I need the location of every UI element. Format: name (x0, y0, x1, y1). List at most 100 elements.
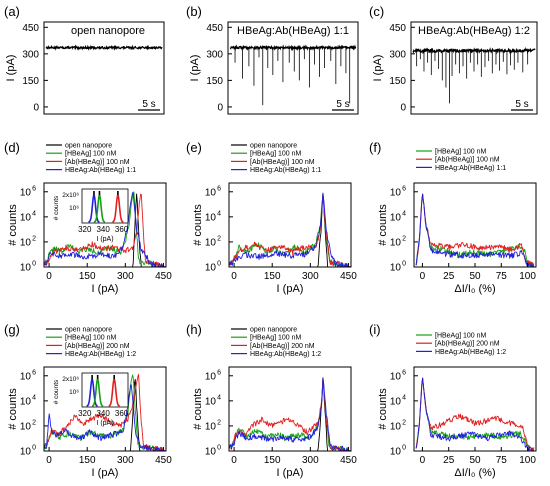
x-tick-label: 100 (519, 271, 536, 282)
y-tick-exponent: 2 (32, 235, 36, 242)
y-tick-exponent: 4 (217, 394, 221, 401)
y-tick-exponent: 2 (402, 419, 406, 426)
x-tick-label: 150 (264, 271, 281, 282)
y-tick-label: 450 (389, 23, 406, 34)
y-tick-exponent: 0 (217, 261, 221, 268)
y-tick-label: 450 (206, 23, 223, 34)
axes-frame (413, 182, 537, 268)
scale-bar-label: 5 s (142, 99, 155, 110)
y-tick-label: 150 (22, 76, 39, 87)
series-line (229, 377, 351, 452)
y-tick-label: 10 (390, 263, 402, 274)
y-tick-label: 150 (389, 76, 406, 87)
x-tick-label: 75 (496, 455, 508, 466)
legend-label: [Ab(HBeAg)] 200 nM (250, 343, 315, 350)
y-tick-exponent: 4 (32, 210, 36, 217)
y-tick-exponent: 6 (32, 369, 36, 376)
series-line (415, 193, 535, 266)
current-baseline (229, 44, 357, 52)
y-tick-label: 10 (390, 371, 402, 382)
y-tick-label: 10 (20, 263, 32, 274)
x-axis-label: I (pA) (277, 283, 304, 295)
panel-label: (h) (186, 322, 202, 337)
series-line (415, 193, 535, 268)
series-line (229, 192, 351, 268)
x-tick-label: 0 (46, 455, 52, 466)
y-tick-label: 0 (400, 102, 406, 113)
legend-label: open nanopore (65, 143, 112, 150)
y-tick-label: 150 (206, 76, 223, 87)
inset-y-tick-label: 10⁶ (69, 389, 79, 396)
y-tick-label: 10 (205, 371, 217, 382)
y-tick-label: 10 (205, 421, 217, 432)
inset-x-axis-label: I (pA) (96, 236, 113, 243)
legend-label: [HBeAg] 100 nM (65, 151, 117, 158)
y-tick-exponent: 6 (402, 185, 406, 192)
y-axis-label: # counts (192, 204, 204, 246)
axes-frame (43, 21, 165, 115)
legend-label: HBeAg:Ab(HBeAg) 1:2 (435, 349, 506, 356)
x-tick-label: 0 (420, 455, 426, 466)
x-tick-label: 25 (443, 455, 455, 466)
panel-label: (g) (4, 322, 20, 337)
y-tick-exponent: 2 (32, 419, 36, 426)
axes-frame (43, 182, 167, 268)
series-line (415, 193, 535, 268)
y-axis-label: I (pA) (189, 55, 201, 82)
y-tick-label: 10 (20, 212, 32, 223)
panel-title: HBeAg:Ab(HBeAg) 1:1 (237, 25, 349, 37)
x-axis-label: I (pA) (92, 467, 119, 479)
scale-bar-label: 5 s (515, 99, 528, 110)
y-tick-label: 300 (22, 49, 39, 60)
y-tick-exponent: 0 (32, 445, 36, 452)
y-axis-label: # counts (7, 388, 19, 430)
x-tick-label: 450 (155, 271, 172, 282)
axes-frame (410, 21, 538, 115)
inset-x-tick-label: 360 (115, 225, 129, 234)
x-tick-label: 150 (79, 271, 96, 282)
y-tick-exponent: 6 (32, 185, 36, 192)
x-tick-label: 0 (46, 271, 52, 282)
x-tick-label: 0 (231, 455, 237, 466)
axes-frame (228, 182, 352, 268)
panel-label: (a) (4, 4, 20, 19)
y-tick-label: 300 (389, 49, 406, 60)
y-tick-exponent: 0 (402, 261, 406, 268)
y-tick-label: 10 (390, 212, 402, 223)
legend-label: HBeAg:Ab(HBeAg) 1:1 (65, 167, 136, 174)
panel-title: HBeAg:Ab(HBeAg) 1:2 (418, 25, 530, 37)
y-tick-exponent: 0 (217, 445, 221, 452)
y-tick-label: 10 (390, 396, 402, 407)
y-tick-label: 450 (22, 23, 39, 34)
legend-label: [Ab(HBeAg)] 100 nM (250, 159, 315, 166)
scale-bar-label: 5 s (336, 99, 349, 110)
y-tick-label: 10 (205, 447, 217, 458)
series-line (44, 192, 166, 268)
inset-x-tick-label: 340 (96, 225, 110, 234)
y-tick-exponent: 6 (217, 369, 221, 376)
axes-frame (227, 21, 359, 115)
legend-label: HBeAg:Ab(HBeAg) 1:2 (250, 351, 321, 358)
y-tick-exponent: 4 (217, 210, 221, 217)
x-tick-label: 75 (496, 271, 508, 282)
series-line (415, 377, 535, 452)
inset-y-axis-label: # counts (53, 195, 60, 220)
axes-frame (43, 366, 167, 452)
legend-label: open nanopore (250, 143, 297, 150)
inset-x-tick-label: 340 (96, 409, 110, 418)
y-tick-label: 10 (205, 396, 217, 407)
y-axis-label: # counts (192, 388, 204, 430)
y-tick-label: 0 (33, 102, 39, 113)
legend-label: [Ab(HBeAg)] 200 nM (65, 343, 130, 350)
y-axis-label: # counts (377, 204, 389, 246)
legend-label: [Ab(HBeAg)] 100 nM (65, 159, 130, 166)
y-tick-label: 10 (390, 421, 402, 432)
inset-x-axis-label: I (pA) (96, 420, 113, 427)
x-tick-label: 100 (519, 455, 536, 466)
x-axis-label: ΔI/I₀ (%) (454, 467, 495, 479)
panel-label: (e) (186, 140, 202, 155)
